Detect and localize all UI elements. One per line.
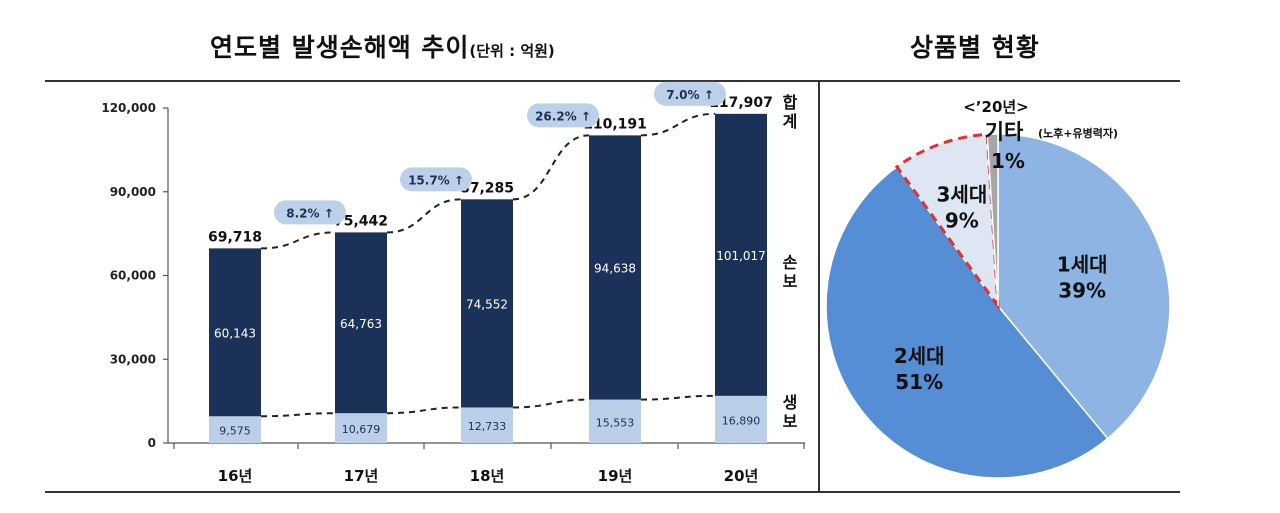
growth-badge bbox=[274, 200, 346, 225]
bar-total-value-label: 87,285 bbox=[460, 180, 514, 196]
x-category-label: 20년 bbox=[724, 467, 759, 485]
bar-nonlife-value-label: 101,017 bbox=[716, 249, 766, 263]
growth-badge-label: 15.7% ↑ bbox=[408, 173, 464, 187]
pie-slice-label: 1세대 bbox=[1057, 253, 1108, 277]
bar-total-value-label: 75,442 bbox=[334, 213, 388, 229]
bar-nonlife-value-label: 60,143 bbox=[214, 326, 256, 340]
pie-slice-percent: 9% bbox=[945, 209, 979, 233]
bar-nonlife-value-label: 64,763 bbox=[340, 317, 382, 331]
bar-life bbox=[589, 399, 641, 443]
bar-total-value-label: 110,191 bbox=[583, 116, 647, 132]
side-label-total: 합 bbox=[783, 93, 798, 112]
growth-badge-label: 8.2% ↑ bbox=[286, 206, 334, 220]
bar-nonlife-value-label: 74,552 bbox=[466, 297, 508, 311]
bar-life-value-label: 9,575 bbox=[219, 425, 251, 438]
pie-year-label: <’20년> bbox=[963, 98, 1029, 116]
bar-life-value-label: 12,733 bbox=[468, 420, 507, 433]
pie-slice-percent: 51% bbox=[895, 370, 943, 394]
bar-life-value-label: 15,553 bbox=[596, 416, 635, 429]
growth-badge-label: 26.2% ↑ bbox=[535, 109, 591, 123]
bar-nonlife bbox=[461, 199, 513, 408]
pie-slice-other bbox=[986, 133, 999, 307]
bar-life-value-label: 16,890 bbox=[722, 414, 761, 427]
side-label-life: 보 bbox=[783, 412, 798, 431]
y-tick-label: 30,000 bbox=[110, 352, 156, 366]
pie-other-label: 기타 bbox=[985, 120, 1024, 144]
bottom-divider bbox=[45, 491, 1180, 493]
bar-chart-title: 연도별 발생손해액 추이(단위 : 억원) bbox=[210, 28, 555, 64]
x-category-label: 19년 bbox=[598, 467, 633, 485]
pie-slice-label: 3세대 bbox=[937, 183, 988, 207]
bar-chart-title-text: 연도별 발생손해액 추이 bbox=[210, 33, 470, 62]
bar-chart-unit-note: (단위 : 억원) bbox=[469, 42, 555, 60]
growth-badge bbox=[527, 103, 599, 128]
pie-other-percent: 1% bbox=[991, 149, 1025, 173]
bar-life bbox=[715, 395, 767, 443]
pie-slice-gen2 bbox=[825, 165, 1109, 479]
side-label-nonlife: 손 bbox=[783, 253, 798, 272]
pie-slice-gen1 bbox=[997, 133, 1171, 440]
bar-life bbox=[461, 407, 513, 443]
bar-life bbox=[335, 413, 387, 443]
y-tick-label: 120,000 bbox=[101, 101, 156, 115]
bar-total-value-label: 117,907 bbox=[709, 95, 773, 111]
pie-chart-title: 상품별 현황 bbox=[910, 33, 1040, 62]
bar-nonlife bbox=[589, 135, 641, 400]
bar-life bbox=[209, 416, 261, 443]
bar-nonlife bbox=[335, 232, 387, 414]
side-label-nonlife: 보 bbox=[783, 272, 798, 291]
x-category-label: 17년 bbox=[344, 467, 379, 485]
center-divider bbox=[818, 80, 820, 493]
side-label-total: 계 bbox=[783, 112, 798, 131]
x-category-label: 16년 bbox=[218, 467, 253, 485]
pie-slice-percent: 39% bbox=[1058, 279, 1106, 303]
side-label-life: 생 bbox=[783, 393, 798, 412]
growth-badge bbox=[400, 167, 472, 192]
bar-total-value-label: 69,718 bbox=[208, 229, 262, 245]
y-tick-label: 60,000 bbox=[110, 269, 156, 283]
top-divider bbox=[45, 80, 1180, 82]
bar-nonlife-value-label: 94,638 bbox=[594, 261, 636, 275]
bar-nonlife bbox=[209, 248, 261, 417]
pie-slice-gen3 bbox=[894, 132, 1000, 312]
bar-nonlife bbox=[715, 113, 767, 396]
growth-badge-label: 7.0% ↑ bbox=[666, 88, 714, 102]
x-category-label: 18년 bbox=[470, 467, 505, 485]
pie-other-note: (노후+유병력자) bbox=[1038, 126, 1118, 140]
pie-slice-label: 2세대 bbox=[894, 344, 945, 368]
y-tick-label: 0 bbox=[148, 436, 156, 450]
y-tick-label: 90,000 bbox=[110, 185, 156, 199]
growth-badge bbox=[654, 81, 726, 106]
bar-life-value-label: 10,679 bbox=[342, 423, 381, 436]
